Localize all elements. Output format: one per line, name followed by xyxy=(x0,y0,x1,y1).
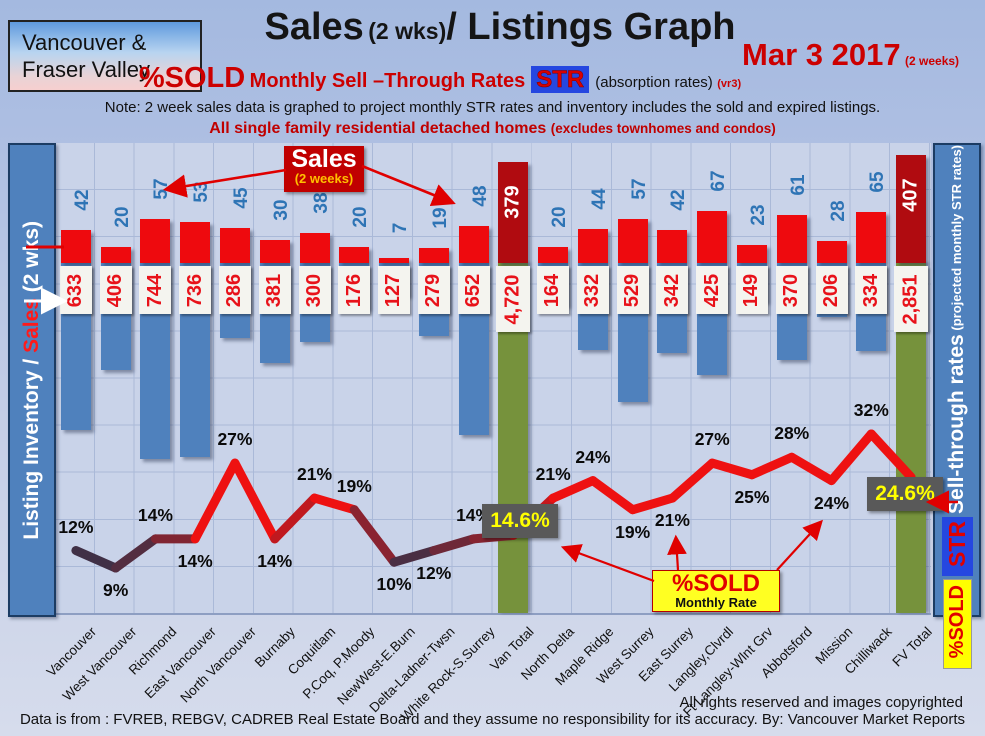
copyright-note: All rights reserved and images copyright… xyxy=(679,694,963,711)
str-side-badge: STR xyxy=(941,516,973,576)
left-axis-title-wks: (2 wks) xyxy=(20,220,43,298)
fv-total-str-highlight: 24.6% xyxy=(867,477,943,511)
red-note: All single family residential detached h… xyxy=(0,120,985,138)
absorption-note: (absorption rates) xyxy=(595,74,713,91)
x-axis-label: North Vancouver xyxy=(177,624,259,706)
subtitle: %SOLD Monthly Sell –Through Rates STR (abs… xyxy=(0,62,880,95)
data-source-note: Data is from : FVREB, REBGV, CADREB Real… xyxy=(19,711,966,728)
str-badge: STR xyxy=(531,66,590,93)
right-axis-title-main: Sell-through rates xyxy=(945,334,968,514)
sales-legend-box: Sales (2 weeks) xyxy=(284,146,364,192)
left-axis-title: Listing Inventory / Sales (2 wks) xyxy=(20,221,44,540)
sales-legend-title: Sales xyxy=(291,145,357,173)
subtitle-text: Monthly Sell –Through Rates xyxy=(249,70,526,92)
left-axis-title-sales: Sales xyxy=(20,297,43,353)
x-axis-label: West Vancouver xyxy=(59,624,140,704)
x-axis-label: Maple Ridge xyxy=(552,624,617,689)
x-axis-label: Mission xyxy=(812,624,856,667)
x-axis-label: P.Coq, P.Moody xyxy=(300,624,378,702)
plot-area xyxy=(55,143,931,615)
x-axis-label: Vancouver xyxy=(43,624,100,680)
version-tag: (vr3) xyxy=(717,78,742,90)
x-axis-label: White Rock-S.Surrey xyxy=(397,624,498,724)
red-note-paren: (excludes townhomes and condos) xyxy=(550,121,776,136)
right-axis-title: Sell-through rates (projected monthly ST… xyxy=(945,145,969,514)
van-total-str-highlight: 14.6% xyxy=(482,504,558,538)
x-axis-label: North Delta xyxy=(517,624,577,683)
date-line: Mar 3 2017 (2 weeks) xyxy=(742,37,959,73)
region-box: Vancouver & Fraser Valley xyxy=(8,20,202,92)
left-axis-title-bar: Listing Inventory / Sales (2 wks) xyxy=(8,143,56,617)
pctsold-legend-title: %SOLD xyxy=(671,570,760,597)
title-rest: / Listings Graph xyxy=(446,6,736,48)
pctsold-side-badge: %SOLD xyxy=(942,578,972,670)
pctsold-legend-sub: Monthly Rate xyxy=(675,595,757,610)
region-line2: Fraser Valley xyxy=(22,57,150,82)
region-line1: Vancouver & xyxy=(22,29,147,55)
x-axis-label: East Vancouver xyxy=(141,624,219,702)
date-note: (2 weeks) xyxy=(905,54,960,68)
x-axis-label: NewWest-E.Burn xyxy=(334,624,418,708)
x-axis-label: Richmond xyxy=(125,624,180,678)
title-main: Sales xyxy=(264,6,364,48)
x-axis-label: Van Total xyxy=(487,624,537,674)
x-axis-label: Coquitlam xyxy=(284,624,339,678)
red-note-main: All single family residential detached h… xyxy=(209,120,547,137)
right-axis-title-sub: (projected monthly STR rates) xyxy=(949,145,964,335)
right-axis-title-bar: Sell-through rates (projected monthly ST… xyxy=(933,143,981,670)
x-axis-label: Delta-Ladner-Twsn xyxy=(366,624,458,716)
note-line: Note: 2 week sales data is graphed to pr… xyxy=(104,99,881,116)
x-axis-label: East Surrey xyxy=(635,624,697,685)
report-date: Mar 3 2017 xyxy=(742,37,901,72)
x-axis-label: Burnaby xyxy=(252,624,299,671)
pctsold-legend-box: %SOLD Monthly Rate xyxy=(652,570,780,612)
subtitle-pctsold: %SOLD xyxy=(138,62,246,94)
x-axis-label: Chilliwack xyxy=(841,624,895,678)
right-axis-title-wrap: Sell-through rates (projected monthly ST… xyxy=(945,145,969,514)
left-axis-title-inventory: Listing Inventory / xyxy=(20,352,43,540)
str-side-label: STR xyxy=(943,520,970,567)
x-axis-label: Langley,Clvrdl xyxy=(665,624,736,695)
page-title: Sales (2 wks)/ Listings Graph xyxy=(200,6,800,49)
title-paren: (2 wks) xyxy=(368,18,447,44)
pctsold-side-label: %SOLD xyxy=(945,584,968,659)
x-axis-label: West Surrey xyxy=(593,624,657,687)
x-axis-label: FV Total xyxy=(889,624,935,670)
x-axis-label: Abbotsford xyxy=(758,624,816,681)
sales-legend-sub: (2 weeks) xyxy=(294,171,354,186)
